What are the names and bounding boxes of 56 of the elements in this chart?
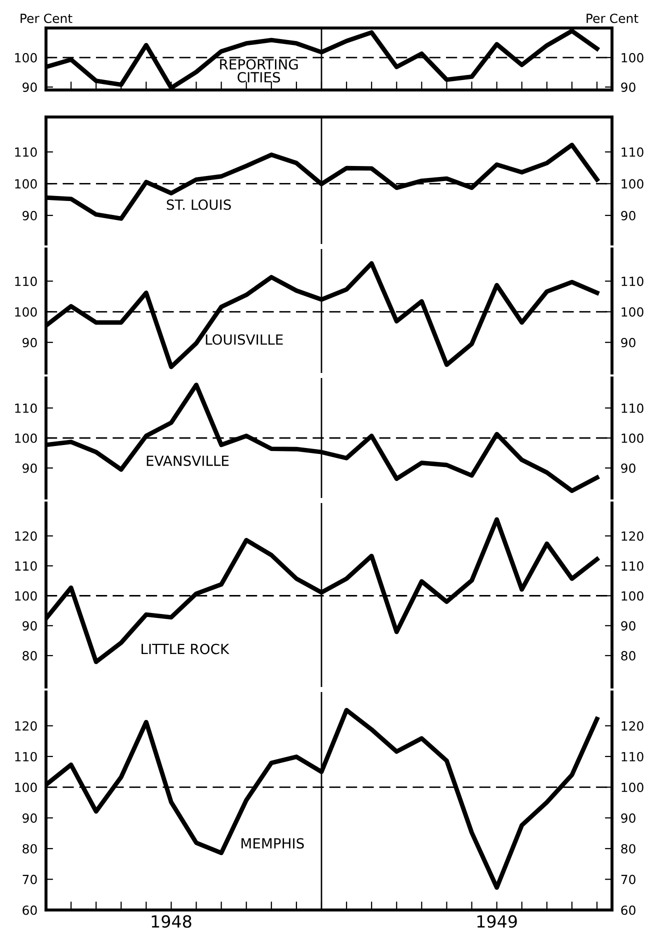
y2-tick-label: 100: [622, 433, 644, 443]
y2-tick-label: 80: [621, 651, 636, 661]
y2-tick-label: 110: [622, 561, 644, 571]
x-tick-label: 1949: [477, 915, 517, 928]
y-tick-label: 100: [15, 307, 37, 317]
y-tick-label: 100: [15, 433, 37, 443]
y2-tick-label: 90: [621, 463, 636, 473]
y2-axis-title: Per Cent: [586, 14, 638, 24]
y-tick-label: 70: [22, 874, 37, 884]
y-tick-label: 100: [15, 782, 37, 792]
y-tick-label: 90: [22, 621, 37, 631]
y2-tick-label: 90: [621, 813, 636, 823]
y-tick-label: 120: [15, 531, 37, 541]
series-label: LITTLE ROCK: [142, 644, 230, 654]
y-tick-label: 60: [22, 905, 37, 915]
y-axis-title: Per Cent: [20, 14, 72, 24]
y-tick-label: 90: [22, 813, 37, 823]
series-label: EVANSVILLE: [146, 456, 229, 466]
y2-tick-label: 90: [621, 210, 636, 220]
y2-tick-label: 90: [621, 338, 636, 348]
y-tick-label: 90: [22, 210, 37, 220]
series-label: REPORTING CITIES: [220, 59, 298, 83]
y-tick-label: 90: [22, 82, 37, 92]
y2-tick-label: 120: [622, 721, 644, 731]
y-tick-label: 90: [22, 338, 37, 348]
y2-tick-label: 110: [622, 147, 644, 157]
y-tick-label: 100: [15, 591, 37, 601]
y-tick-label: 100: [15, 52, 37, 62]
y2-tick-label: 80: [621, 844, 636, 854]
x-tick-label: 1948: [152, 915, 192, 928]
y2-tick-label: 100: [622, 307, 644, 317]
y-tick-label: 110: [15, 403, 37, 413]
y2-tick-label: 110: [622, 276, 644, 286]
series-label: ST. LOUIS: [166, 199, 231, 210]
y-tick-label: 120: [15, 721, 37, 731]
y2-tick-label: 70: [621, 874, 636, 884]
series-label: LOUISVILLE: [206, 334, 283, 345]
y2-tick-label: 110: [622, 403, 644, 413]
y2-tick-label: 100: [622, 52, 644, 62]
y2-tick-label: 100: [622, 591, 644, 601]
y2-tick-label: 100: [622, 782, 644, 792]
y-tick-label: 90: [22, 463, 37, 473]
y-tick-label: 110: [15, 276, 37, 286]
y-tick-label: 110: [15, 147, 37, 157]
y2-tick-label: 100: [622, 179, 644, 189]
y-tick-label: 110: [15, 561, 37, 571]
y-tick-label: 100: [15, 179, 37, 189]
y2-tick-label: 120: [622, 531, 644, 541]
y2-tick-label: 60: [621, 905, 636, 915]
y2-tick-label: 90: [621, 621, 636, 631]
y-tick-label: 80: [22, 844, 37, 854]
y-tick-label: 110: [15, 752, 37, 762]
series-label: MEMPHIS: [242, 838, 304, 849]
y2-tick-label: 110: [622, 752, 644, 762]
y2-tick-label: 90: [621, 82, 636, 92]
y-tick-label: 80: [22, 651, 37, 661]
